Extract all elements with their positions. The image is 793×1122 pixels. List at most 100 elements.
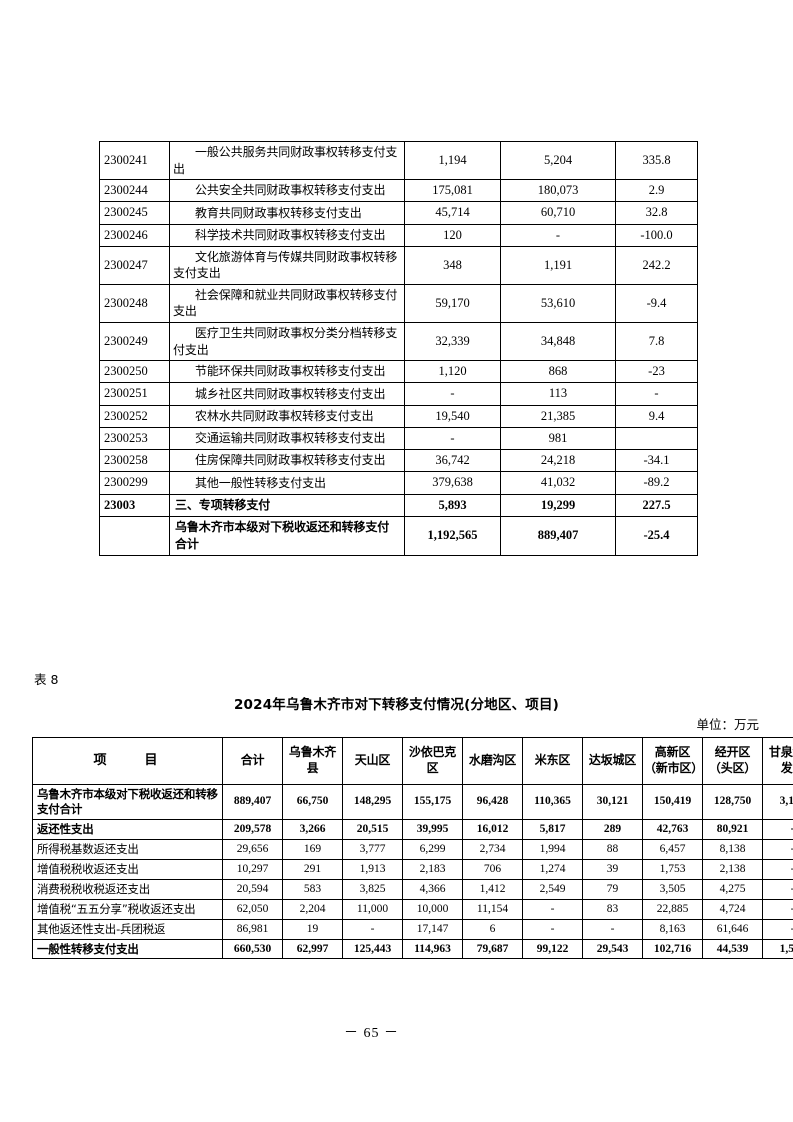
value-cell: - [762, 818, 793, 840]
item-name-cell: 文化旅游体育与传媒共同财政事权转移支付支出 [169, 245, 405, 285]
value-cell: 45,714 [404, 201, 501, 225]
value-cell: 2,734 [462, 838, 523, 860]
table-row: 2300251 城乡社区共同财政事权转移支付支出 -113- [99, 382, 698, 406]
table-title: 2024年乌鲁木齐市对下转移支付情况(分地区、项目) [233, 697, 560, 713]
table-body: 2300241 一般公共服务共同财政事权转移支付支出 1,194 5,204 335.8… [99, 140, 698, 556]
column-header-district: 高新区（新市区） [642, 737, 703, 785]
value-cell: 125,443 [342, 938, 403, 960]
value-cell: 3,266 [282, 818, 343, 840]
transfer-payment-detail-table: 2300241 一般公共服务共同财政事权转移支付支出 1,194 5,204 335.8… [99, 140, 698, 556]
column-header-district: 经开区（头区） [702, 737, 763, 785]
column-header-district: 水磨沟区 [462, 737, 523, 785]
table-row: 增值税“五五分享”税收返还支出 62,050 2,204 11,000 10,000 11… [32, 898, 793, 920]
budget-code-cell: 2300249 [99, 322, 170, 362]
value-cell: - [404, 382, 501, 406]
value-cell: - [500, 223, 616, 247]
value-cell: 102,716 [642, 938, 703, 960]
value-cell: - [582, 918, 643, 940]
value-cell: 291 [282, 858, 343, 880]
district-transfer-table-wrap: 项 目合计 乌鲁木齐县 天山区 沙依巴克区 水磨沟区 米东区 达坂城区 高新区（新市区） 经开区… [32, 737, 793, 960]
table-row: 2300299 其他一般性转移支付支出 379,638 41,032 -89.2 [99, 471, 698, 495]
value-cell: 16,012 [462, 818, 523, 840]
growth-cell: -9.4 [615, 283, 698, 324]
value-cell: 19,299 [500, 493, 616, 517]
value-cell: 113 [500, 382, 616, 406]
table-row: 2300252 农林水共同财政事权转移支付支出 19,540 21,385 9.4 [99, 404, 698, 428]
table-row: 2300244 公共安全共同财政事权转移支付支出 175,081 180,073 2.9 [99, 179, 698, 203]
value-cell: 889,407 [500, 515, 616, 556]
growth-cell: 9.4 [615, 404, 698, 428]
value-cell: - [522, 898, 583, 920]
value-cell: 79,687 [462, 938, 523, 960]
value-cell: - [762, 838, 793, 860]
value-cell: 21,385 [500, 404, 616, 428]
value-cell: 155,175 [402, 784, 463, 820]
item-name-cell: 增值税“五五分享”税收返还支出 [32, 898, 223, 920]
value-cell: 24,218 [500, 449, 616, 473]
value-cell: - [522, 918, 583, 940]
value-cell: 61,646 [702, 918, 763, 940]
column-header-district: 合计 [222, 737, 283, 785]
table-row: 23003 三、专项转移支付 5,893 19,299 227.5 [99, 493, 698, 517]
value-cell: 20,594 [222, 878, 283, 900]
budget-code-cell: 2300299 [99, 471, 170, 495]
column-header-district: 达坂城区 [582, 737, 643, 785]
value-cell: 1,753 [642, 858, 703, 880]
value-cell: 114,963 [402, 938, 463, 960]
value-cell: 30,121 [582, 784, 643, 820]
value-cell: 88 [582, 838, 643, 860]
value-cell: - [342, 918, 403, 940]
value-cell: 110,365 [522, 784, 583, 820]
value-cell: 1,192,565 [404, 515, 501, 556]
value-cell: 32,339 [404, 322, 501, 362]
table-row: 乌鲁木齐市本级对下税收返还和转移支付合计 889,407 66,750 148,295… [32, 784, 793, 820]
value-cell: 150,419 [642, 784, 703, 820]
value-cell: 41,032 [500, 471, 616, 495]
growth-cell: -34.1 [615, 449, 698, 473]
value-cell: 1,274 [522, 858, 583, 880]
value-cell: 4,275 [702, 878, 763, 900]
item-name-cell: 乌鲁木齐市本级对下税收返还和转移支付合计 [169, 515, 405, 556]
value-cell: 86,981 [222, 918, 283, 940]
value-cell: 1,520 [762, 938, 793, 960]
value-cell: 59,170 [404, 283, 501, 324]
value-cell: 706 [462, 858, 523, 880]
value-cell: - [762, 858, 793, 880]
budget-code-cell: 2300241 [99, 140, 170, 181]
value-cell: 42,763 [642, 818, 703, 840]
value-cell: 11,000 [342, 898, 403, 920]
table-row: 2300258 住房保障共同财政事权转移支付支出 36,742 24,218 -34.1 [99, 449, 698, 473]
value-cell: 2,138 [702, 858, 763, 880]
table-row: 2300245 教育共同财政事权转移支付支出 45,714 60,710 32.8 [99, 201, 698, 225]
column-header-district: 米东区 [522, 737, 583, 785]
growth-cell: 335.8 [615, 140, 698, 181]
value-cell: 868 [500, 360, 616, 384]
value-cell: 19 [282, 918, 343, 940]
table-body: 乌鲁木齐市本级对下税收返还和转移支付合计 889,407 66,750 148,295… [32, 784, 793, 960]
table-row: 其他返还性支出-兵团税返 86,981 19-17,147 6- -8,163 61,64… [32, 918, 793, 940]
value-cell: 889,407 [222, 784, 283, 820]
budget-code-cell: 2300250 [99, 360, 170, 384]
value-cell: 3,825 [342, 878, 403, 900]
value-cell: 29,543 [582, 938, 643, 960]
value-cell: 39 [582, 858, 643, 880]
value-cell: 79 [582, 878, 643, 900]
value-cell: 22,885 [642, 898, 703, 920]
budget-code-cell: 2300244 [99, 179, 170, 203]
budget-code-cell: 2300258 [99, 449, 170, 473]
item-name-cell: 节能环保共同财政事权转移支付支出 [169, 360, 405, 384]
item-name-cell: 科学技术共同财政事权转移支付支出 [169, 223, 405, 247]
item-name-cell: 一般性转移支付支出 [32, 938, 223, 960]
value-cell: 5,893 [404, 493, 501, 517]
growth-cell: 32.8 [615, 201, 698, 225]
table-row: 乌鲁木齐市本级对下税收返还和转移支付合计 1,192,565 889,407 -25.… [99, 515, 698, 556]
value-cell: 3,505 [642, 878, 703, 900]
header-row: 项 目合计 乌鲁木齐县 天山区 沙依巴克区 水磨沟区 米东区 达坂城区 高新区（新市区） 经开区… [32, 737, 793, 785]
item-name-cell: 所得税基数返还支出 [32, 838, 223, 860]
value-cell: 11,154 [462, 898, 523, 920]
budget-code-cell: 2300252 [99, 404, 170, 428]
value-cell: 8,163 [642, 918, 703, 940]
value-cell: 6,299 [402, 838, 463, 860]
budget-code-cell: 2300245 [99, 201, 170, 225]
